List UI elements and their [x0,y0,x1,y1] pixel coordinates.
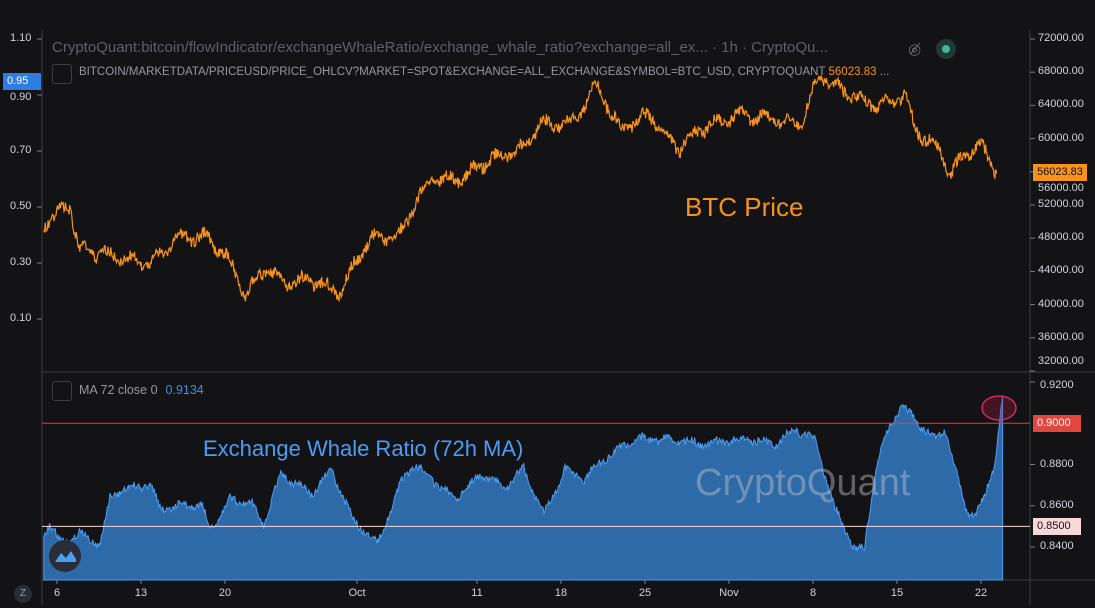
price-axis-tick: 48000.00 [1038,231,1084,244]
x-axis-tick: 25 [638,587,652,599]
live-dot-icon[interactable] [936,39,956,59]
ma-value: 0.9134 [165,383,204,397]
x-axis-tick: 18 [554,587,568,599]
x-axis-tick: 11 [471,587,483,599]
indicator-title[interactable]: CryptoQuant:bitcoin/flowIndicator/exchan… [52,39,828,56]
price-axis-tick: 52000.00 [1038,198,1084,210]
threshold-badge-0.90: 0.9000 [1033,415,1081,433]
price-axis-tick: 56000.00 [1038,181,1084,194]
price-axis-tick: 40000.00 [1038,297,1084,310]
x-axis-tick: Nov [719,587,739,599]
last-price-badge: 56023.83 [1033,163,1087,181]
price-series-title: BITCOIN/MARKETDATA/PRICEUSD/PRICE_OHLCV?… [79,66,826,78]
x-axis-tick: 8 [809,587,817,599]
watermark: CryptoQuant [695,462,911,504]
x-axis-tick: Oct [348,587,366,599]
cryptoquant-logo-icon[interactable] [49,540,81,572]
left-axis-highlight-badge: 0.95 [3,73,41,90]
ma-collapse-toggle[interactable] [52,381,72,401]
price-axis-tick: 68000.00 [1038,65,1084,78]
ratio-axis-tick: 0.8800 [1040,457,1074,470]
price-axis-tick: 64000.00 [1038,98,1084,111]
x-axis-tick: 6 [53,587,61,599]
ma-label: MA 72 close 0 [79,383,158,397]
threshold-badge-0.85: 0.8500 [1033,518,1081,536]
highlight-ellipse [981,395,1017,421]
z-button[interactable]: Z [14,585,32,603]
left-axis-tick: 0.30 [10,256,32,268]
ratio-axis-tick: 0.8400 [1040,540,1074,552]
collapse-toggle[interactable] [52,64,72,84]
price-axis-tick: 60000.00 [1038,131,1084,144]
left-axis-tick: 1.10 [10,32,32,44]
whale-ratio-annotation: Exchange Whale Ratio (72h MA) [203,436,524,461]
btc-price-line [43,74,998,303]
price-series-legend[interactable]: BITCOIN/MARKETDATA/PRICEUSD/PRICE_OHLCV?… [79,66,889,78]
btc-price-annotation: BTC Price [685,192,804,222]
whale-ratio-area [43,395,1004,581]
ratio-axis-tick: 0.9200 [1040,379,1074,391]
ma-legend[interactable]: MA 72 close 0 0.9134 [79,383,204,397]
more-ellipsis[interactable]: ... [879,66,890,78]
left-axis-tick: 0.70 [10,144,32,156]
x-axis-tick: 20 [218,587,232,599]
x-axis-tick: 22 [974,587,988,599]
price-series-value: 56023.83 [828,66,877,78]
left-axis-tick: 0.90 [10,91,32,103]
ratio-axis-tick: 0.8600 [1040,498,1074,511]
eye-crossed-icon[interactable]: ◎̸ [908,41,922,58]
left-axis-tick: 0.50 [10,200,32,212]
x-axis-tick: 15 [890,587,904,599]
x-axis-tick: 13 [134,587,148,599]
price-axis-tick: 36000.00 [1038,330,1084,343]
price-axis-tick: 72000.00 [1038,32,1084,44]
left-axis-tick: 0.10 [10,312,32,324]
price-axis-tick: 32000.00 [1038,355,1084,367]
price-axis-tick: 44000.00 [1038,264,1084,277]
